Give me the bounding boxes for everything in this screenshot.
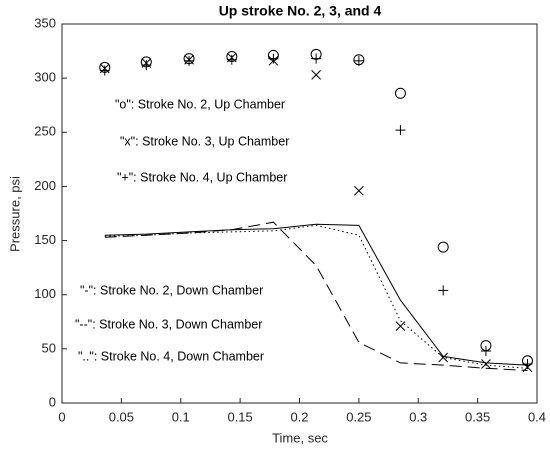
marker (311, 70, 321, 80)
legend-label: "..": Stroke No. 4, Down Chamber (78, 349, 264, 363)
chart-title: Up stroke No. 2, 3, and 4 (219, 3, 382, 19)
y-tick-label: 200 (34, 178, 56, 193)
marker (437, 241, 449, 253)
y-tick-label: 150 (34, 232, 56, 247)
marker (184, 55, 195, 66)
x-tick-label: 0.2 (290, 409, 308, 424)
marker-stroke (311, 70, 321, 80)
marker (311, 53, 322, 64)
x-tick-label: 0.15 (227, 409, 252, 424)
y-tick-label: 250 (34, 124, 56, 139)
marker (438, 352, 449, 363)
x-tick-label: 0.3 (409, 409, 427, 424)
y-axis-label: Pressure, psi (7, 176, 22, 252)
x-tick-label: 0.1 (172, 409, 190, 424)
legend-label: "+": Stroke No. 4, Up Chamber (117, 170, 287, 184)
legend-label: "x": Stroke No. 3, Up Chamber (120, 134, 289, 148)
x-axis-label: Time, sec (272, 430, 328, 445)
y-tick-label: 300 (34, 70, 56, 85)
marker-stroke (438, 352, 449, 363)
x-tick-label: 0.35 (465, 409, 490, 424)
marker (438, 285, 449, 296)
y-tick-label: 350 (34, 15, 56, 30)
marker (394, 87, 406, 99)
line (104, 224, 528, 369)
legend-label: "-": Stroke No. 2, Down Chamber (80, 283, 263, 297)
line (104, 223, 528, 366)
x-tick-label: 0 (58, 409, 65, 424)
marker-stroke (354, 185, 364, 196)
marker-stroke (481, 359, 491, 369)
line (104, 221, 528, 371)
marker (99, 65, 110, 76)
marker (268, 53, 279, 64)
x-tick-label: 0.25 (346, 409, 371, 424)
marker (480, 346, 491, 357)
y-tick-label: 0 (49, 394, 56, 409)
legend-label: "--": Stroke No. 3, Down Chamber (75, 317, 262, 331)
y-tick-label: 100 (34, 286, 56, 301)
y-tick-label: 50 (42, 340, 56, 355)
marker (226, 54, 237, 65)
marker-stroke (395, 321, 406, 331)
legend-label: "o": Stroke No. 2, Up Chamber (115, 97, 285, 111)
x-tick-label: 0.05 (109, 409, 134, 424)
marker (141, 60, 152, 71)
marker (522, 359, 533, 370)
marker (481, 359, 491, 369)
marker (395, 125, 406, 136)
x-tick-label: 0.4 (528, 409, 546, 424)
marker (353, 55, 364, 66)
marker (395, 321, 406, 331)
plot-frame (61, 23, 538, 404)
marker (354, 185, 364, 196)
